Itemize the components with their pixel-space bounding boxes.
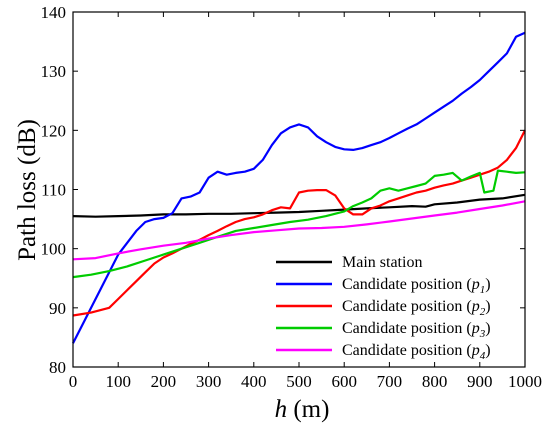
x-tick-label: 100 [105,372,131,391]
y-tick-label: 100 [41,240,67,259]
x-tick-label: 1000 [508,372,542,391]
x-tick-label: 400 [241,372,267,391]
plot-lines [72,31,526,344]
x-axis-label: h (m) [275,396,330,423]
x-tick-label: 900 [467,372,493,391]
x-axis-unit: (m) [287,396,329,423]
y-tick-label: 130 [41,62,67,81]
legend-label-1: Main station [342,254,422,271]
y-tick-label: 110 [41,181,66,200]
legend-label-2: Candidate position (p1) [342,276,491,296]
series-line-1 [72,193,526,218]
y-tick-label: 80 [49,358,66,377]
x-tick-label: 0 [69,372,78,391]
legend-label-4: Candidate position (p3) [342,320,491,340]
x-tick-label: 500 [286,372,312,391]
series-line-5 [72,200,526,261]
legend-box [270,246,520,360]
legend-label-3: Candidate position (p2) [342,298,491,318]
axis-ticks: 0 100 200 300 400 500 600 700 800 900 1000 80 90 100 1… [41,3,543,391]
y-axis-label: Path loss (dB) [14,119,41,261]
x-tick-label: 200 [151,372,177,391]
series-line-2 [72,31,526,344]
series-line-4 [72,169,526,279]
y-tick-label: 120 [41,121,67,140]
y-tick-label: 140 [41,3,67,22]
legend-label-5: Candidate position (p4) [342,342,491,362]
y-tick-label: 90 [49,299,66,318]
x-tick-label: 800 [422,372,448,391]
x-axis-variable: h [275,396,288,423]
x-tick-label: 700 [377,372,403,391]
x-tick-label: 300 [196,372,222,391]
series-line-3 [72,129,526,317]
x-tick-label: 600 [331,372,357,391]
